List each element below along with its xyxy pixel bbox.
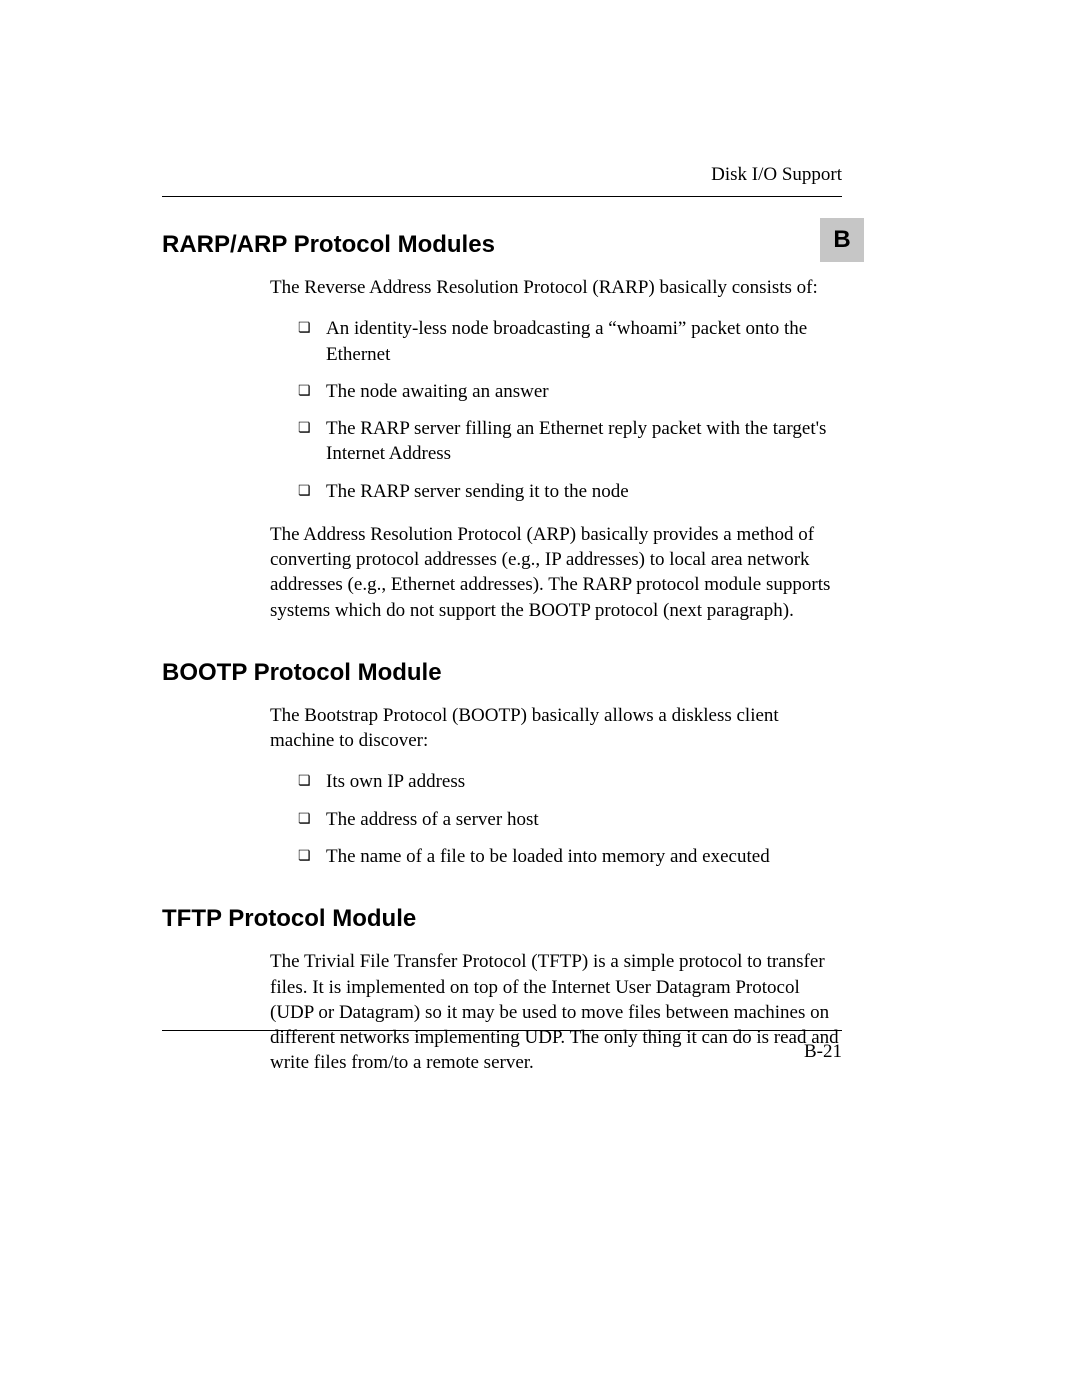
list-item: The RARP server filling an Ethernet repl… <box>298 416 842 467</box>
list-item: Its own IP address <box>298 769 842 794</box>
section-heading-rarp: RARP/ARP Protocol Modules <box>162 231 842 259</box>
running-header: Disk I/O Support <box>162 164 842 186</box>
section-heading-bootp: BOOTP Protocol Module <box>162 659 842 687</box>
list-item: The name of a file to be loaded into mem… <box>298 844 842 869</box>
page-content: Disk I/O Support RARP/ARP Protocol Modul… <box>162 164 842 1092</box>
section-heading-tftp: TFTP Protocol Module <box>162 905 842 933</box>
page-footer: B-21 <box>162 1030 842 1063</box>
section-body-rarp: The Reverse Address Resolution Protocol … <box>270 275 842 623</box>
list-item: The address of a server host <box>298 807 842 832</box>
section-body-bootp: The Bootstrap Protocol (BOOTP) basically… <box>270 703 842 869</box>
list-item: An identity-less node broadcasting a “wh… <box>298 316 842 367</box>
footer-rule <box>162 1030 842 1031</box>
list-item: The RARP server sending it to the node <box>298 479 842 504</box>
bullet-list: An identity-less node broadcasting a “wh… <box>298 316 842 504</box>
page-number: B-21 <box>162 1041 842 1063</box>
paragraph: The Address Resolution Protocol (ARP) ba… <box>270 522 842 623</box>
list-item: The node awaiting an answer <box>298 379 842 404</box>
paragraph: The Bootstrap Protocol (BOOTP) basically… <box>270 703 842 754</box>
header-rule <box>162 196 842 197</box>
paragraph: The Reverse Address Resolution Protocol … <box>270 275 842 300</box>
bullet-list: Its own IP address The address of a serv… <box>298 769 842 869</box>
